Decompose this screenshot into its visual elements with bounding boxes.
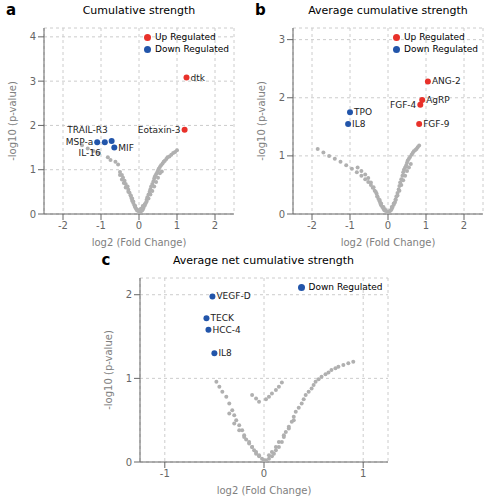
svg-text:-1: -1 <box>96 220 106 231</box>
svg-text:dtk: dtk <box>191 73 206 83</box>
svg-text:MSP-a: MSP-a <box>66 137 93 147</box>
html-text:b: b <box>255 1 266 19</box>
svg-text:3: 3 <box>30 76 36 87</box>
html-text:Down Regulated: Down Regulated <box>404 44 478 54</box>
svg-text:log2 (Fold Change): log2 (Fold Change) <box>92 237 187 248</box>
svg-text:-1: -1 <box>159 468 169 479</box>
svg-text:-2: -2 <box>58 220 68 231</box>
svg-text:TPO: TPO <box>353 107 372 117</box>
html-text:Average cumulative strength: Average cumulative strength <box>308 4 468 17</box>
html-text:Up Regulated: Up Regulated <box>155 32 216 42</box>
svg-text:-log10 (p-value): -log10 (p-value) <box>102 330 113 410</box>
html-text:c: c <box>101 251 111 269</box>
svg-text:IL8: IL8 <box>352 119 366 129</box>
svg-text:1: 1 <box>30 164 36 175</box>
svg-text:4: 4 <box>30 31 36 42</box>
svg-text:0: 0 <box>136 220 142 231</box>
svg-text:0: 0 <box>125 457 131 468</box>
svg-text:IL8: IL8 <box>218 348 232 358</box>
svg-text:0: 0 <box>279 209 285 220</box>
svg-text:TRAIL-R3: TRAIL-R3 <box>66 125 107 135</box>
svg-text:log2 (Fold Change): log2 (Fold Change) <box>216 485 311 496</box>
svg-text:1: 1 <box>279 150 285 161</box>
html-text:Cumulative strength: Cumulative strength <box>82 4 196 17</box>
svg-text:1: 1 <box>423 220 429 231</box>
svg-text:HCC-4: HCC-4 <box>212 325 241 335</box>
svg-text:-log10 (p-value): -log10 (p-value) <box>8 81 18 161</box>
svg-text:TECK: TECK <box>209 313 234 323</box>
svg-text:0: 0 <box>30 209 36 220</box>
svg-text:1: 1 <box>125 373 131 384</box>
svg-text:2: 2 <box>30 120 36 131</box>
svg-text:-log10 (p-value): -log10 (p-value) <box>256 81 267 161</box>
svg-text:VEGF-D: VEGF-D <box>216 291 250 301</box>
svg-text:3: 3 <box>279 34 285 45</box>
svg-text:2: 2 <box>125 289 131 300</box>
html-text:Down Regulated: Down Regulated <box>308 282 383 292</box>
svg-text:0: 0 <box>385 220 391 231</box>
svg-text:2: 2 <box>279 92 285 103</box>
svg-text:2: 2 <box>212 220 218 231</box>
svg-text:1: 1 <box>360 468 366 479</box>
svg-text:FGF-9: FGF-9 <box>423 119 450 129</box>
svg-text:MIF: MIF <box>118 143 134 153</box>
html-text:Average net cumulative strengt: Average net cumulative strength <box>172 254 355 267</box>
svg-text:-1: -1 <box>345 220 355 231</box>
svg-text:ANG-2: ANG-2 <box>432 76 461 86</box>
svg-text:log2 (Fold Change): log2 (Fold Change) <box>341 237 436 248</box>
svg-text:0: 0 <box>260 468 266 479</box>
html-text:Down Regulated: Down Regulated <box>155 44 229 54</box>
html-text:Up Regulated: Up Regulated <box>404 32 465 42</box>
svg-text:Eotaxin-3: Eotaxin-3 <box>138 125 181 135</box>
svg-text:AgRP: AgRP <box>426 95 450 105</box>
svg-text:FGF-4: FGF-4 <box>390 100 417 110</box>
svg-text:2: 2 <box>461 220 467 231</box>
svg-text:-2: -2 <box>307 220 317 231</box>
html-text:a: a <box>6 1 17 19</box>
svg-text:IL-16: IL-16 <box>79 148 101 158</box>
svg-text:1: 1 <box>174 220 180 231</box>
